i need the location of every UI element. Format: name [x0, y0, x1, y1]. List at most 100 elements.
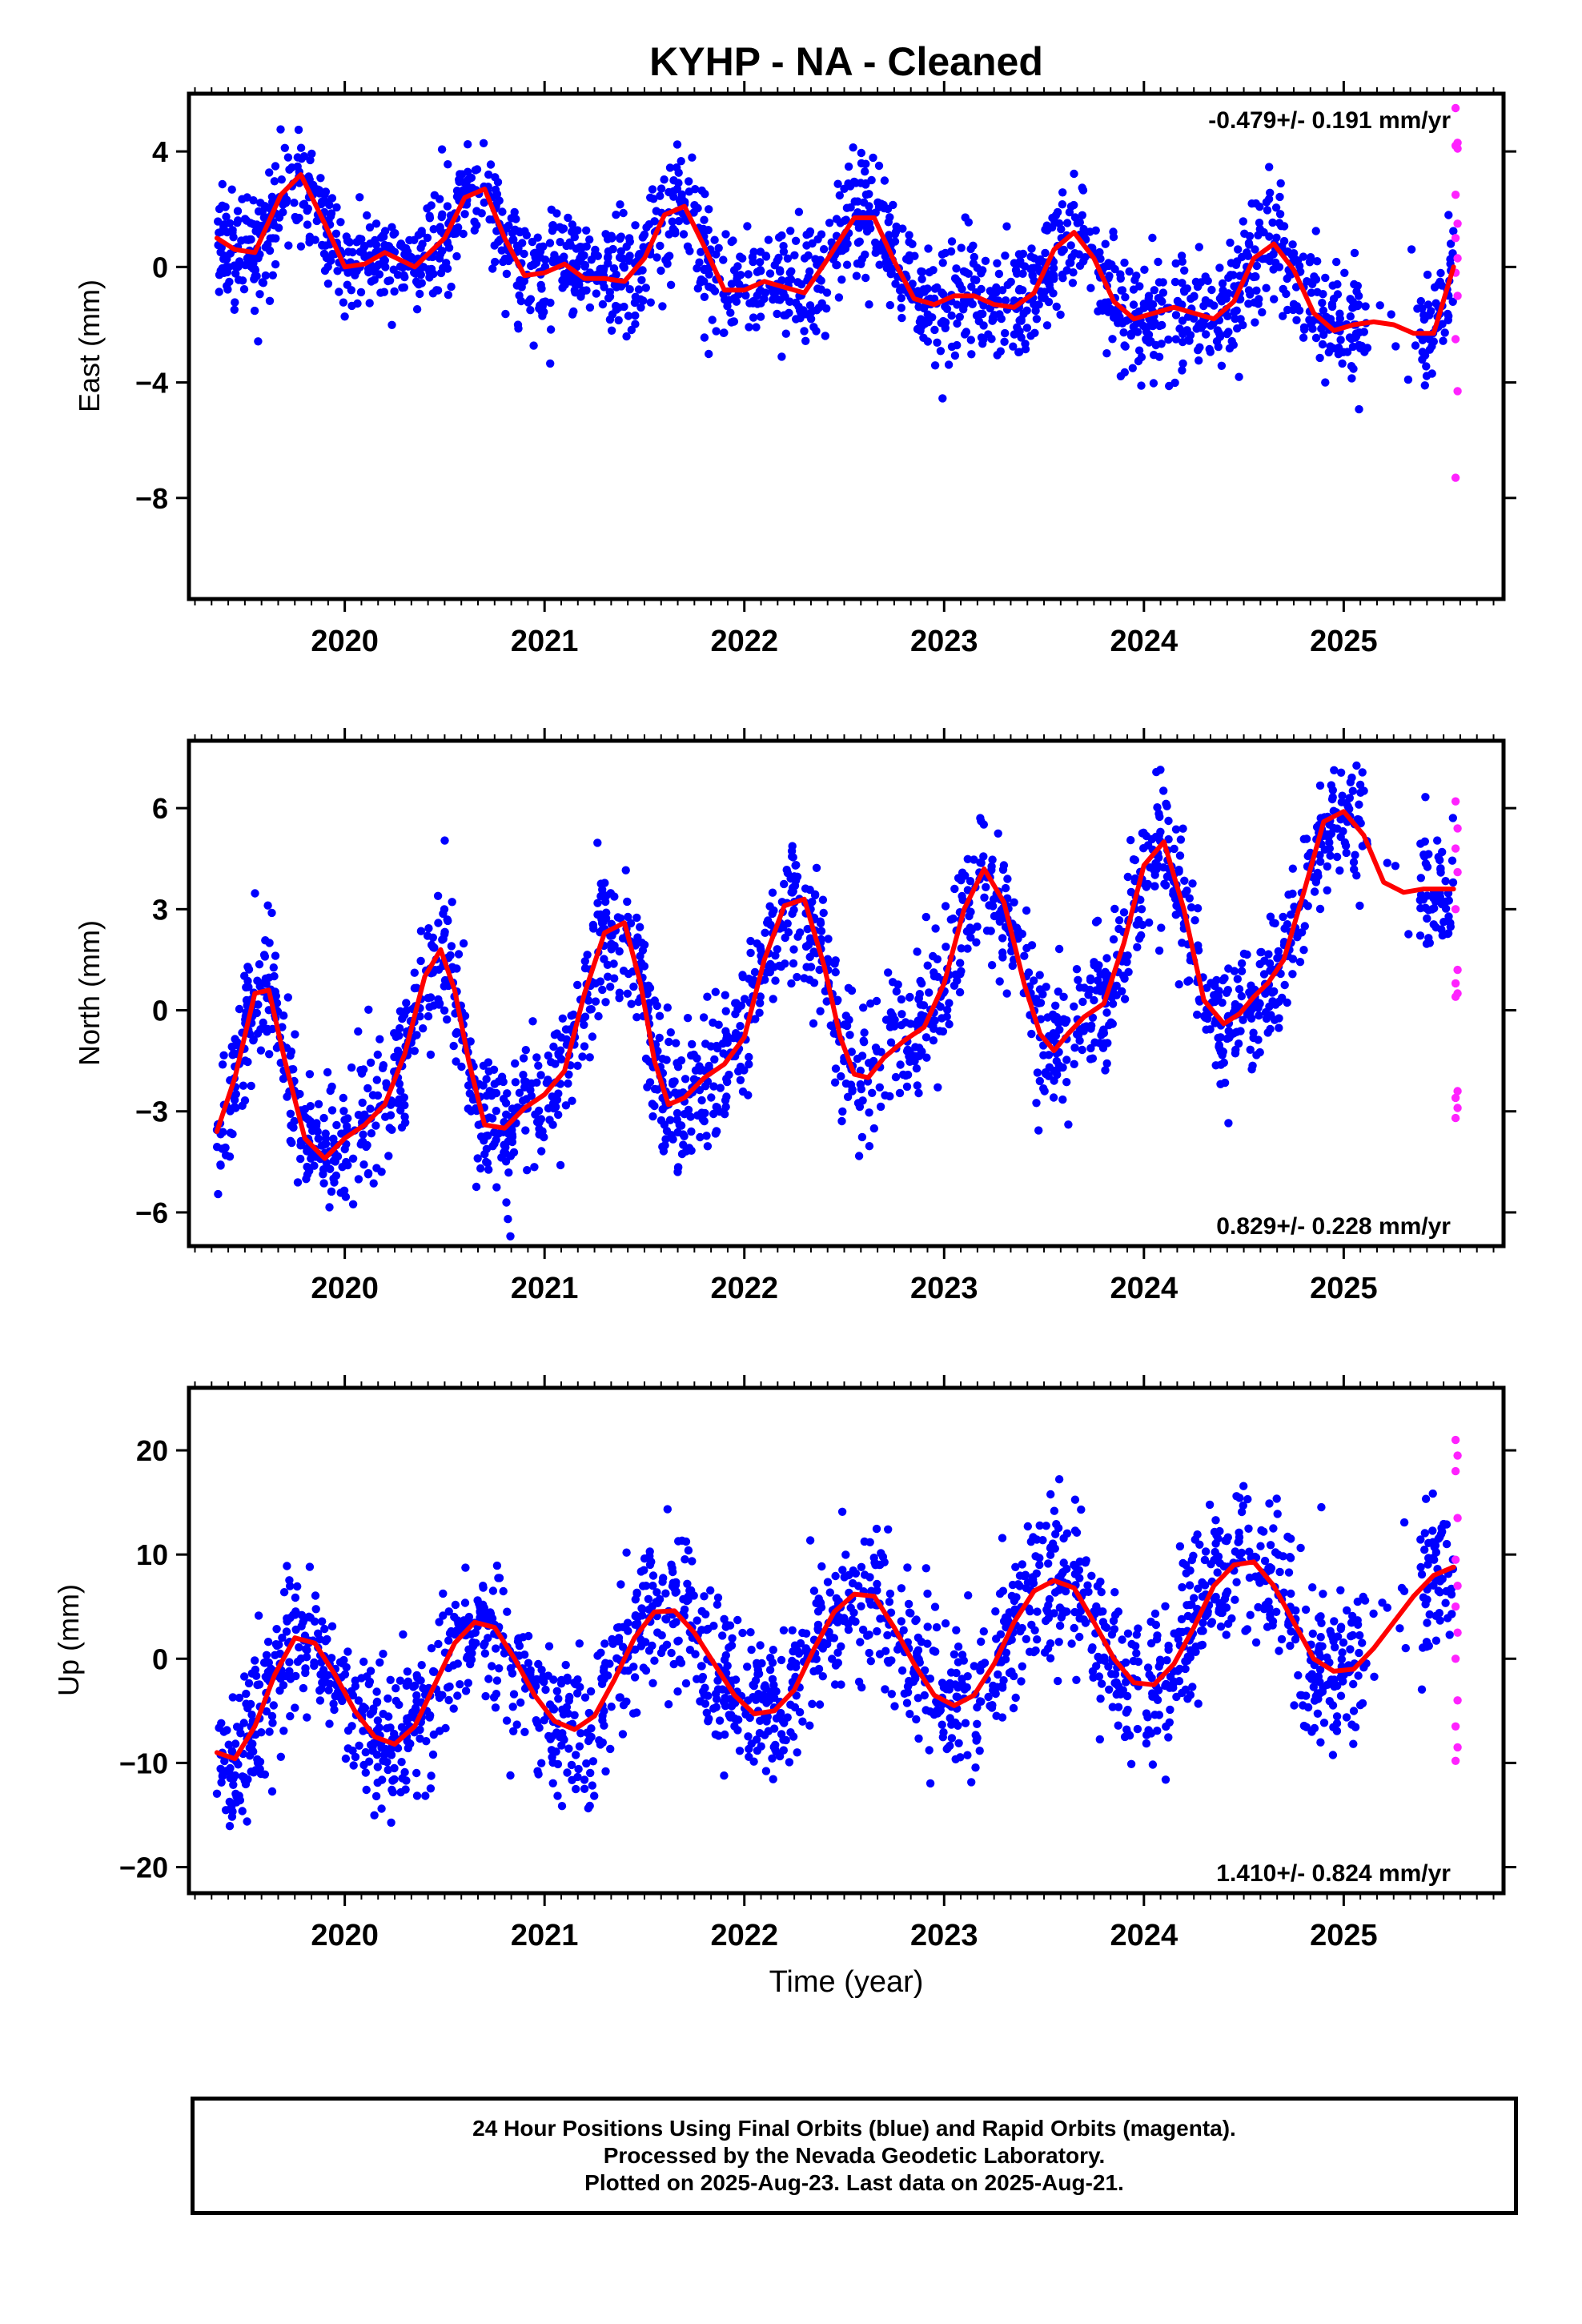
north-final-point	[876, 1102, 885, 1112]
north-final-point	[319, 1170, 327, 1179]
north-final-point	[1035, 971, 1044, 979]
north-final-point	[241, 1056, 250, 1065]
east-final-point	[444, 243, 454, 252]
east-final-point	[952, 264, 961, 273]
east-final-point	[790, 251, 799, 259]
east-final-point	[1345, 333, 1355, 342]
north-final-point	[623, 989, 632, 999]
north-final-point	[803, 924, 812, 934]
north-final-point	[1086, 1055, 1095, 1063]
north-final-point	[982, 883, 990, 892]
up-final-point	[805, 1536, 815, 1545]
east-final-point	[688, 153, 697, 162]
north-final-point	[523, 1166, 532, 1175]
east-final-point	[761, 252, 771, 261]
north-final-point	[256, 1025, 265, 1034]
east-final-point	[865, 300, 873, 309]
north-final-point	[366, 1058, 375, 1068]
north-final-point	[1320, 845, 1330, 854]
north-final-point	[484, 1067, 493, 1076]
east-final-point	[838, 246, 847, 255]
north-final-point	[1216, 1033, 1225, 1042]
up-final-point	[1097, 1679, 1106, 1688]
up-final-point	[570, 1711, 579, 1719]
north-final-point	[844, 983, 853, 993]
north-final-point	[1157, 923, 1166, 932]
east-final-point	[1075, 261, 1085, 270]
north-final-point	[1072, 965, 1082, 974]
east-final-point	[1311, 227, 1320, 235]
up-final-point	[718, 1631, 727, 1640]
east-final-point	[1069, 268, 1078, 277]
up-final-point	[1399, 1518, 1409, 1527]
north-final-point	[1256, 947, 1265, 957]
east-final-point	[516, 227, 524, 237]
east-final-point	[1049, 289, 1058, 298]
east-final-point	[798, 310, 807, 320]
north-final-point	[853, 1055, 862, 1063]
north-final-point	[466, 1037, 475, 1046]
up-final-point	[860, 1570, 869, 1579]
north-final-point	[1164, 816, 1173, 826]
north-final-point	[1146, 863, 1154, 872]
north-final-point	[319, 1113, 328, 1123]
north-final-point	[891, 1072, 901, 1082]
north-final-point	[662, 1055, 671, 1064]
north-final-point	[296, 1141, 305, 1150]
north-final-point	[327, 1082, 336, 1092]
north-final-point	[650, 1084, 660, 1094]
north-final-point	[527, 1079, 536, 1088]
east-final-point	[1422, 362, 1431, 371]
east-final-point	[1349, 364, 1358, 373]
north-final-point	[518, 1096, 528, 1105]
east-final-point	[1321, 273, 1330, 283]
north-final-point	[372, 1164, 381, 1172]
east-final-point	[215, 204, 224, 214]
east-final-point	[1239, 320, 1247, 330]
north-final-point	[1188, 879, 1197, 888]
up-final-point	[343, 1726, 353, 1735]
east-final-point	[962, 328, 971, 336]
east-final-point	[1308, 324, 1317, 333]
north-final-point	[536, 1071, 545, 1080]
north-final-point	[689, 1051, 698, 1060]
east-y-axis: 40−4−8	[135, 135, 1516, 515]
east-final-point	[316, 174, 325, 183]
north-final-point	[1342, 798, 1351, 808]
north-final-point	[359, 1130, 367, 1139]
east-final-point	[1262, 283, 1271, 292]
east-final-point	[248, 219, 258, 228]
up-final-point	[1011, 1562, 1020, 1572]
north-final-point	[362, 1142, 371, 1152]
north-final-point	[1233, 975, 1243, 983]
east-final-point	[801, 336, 810, 345]
east-final-point	[819, 245, 829, 254]
north-final-point	[400, 1100, 409, 1110]
north-final-point	[1108, 999, 1118, 1008]
east-final-point	[793, 278, 802, 287]
east-final-point	[1070, 249, 1079, 258]
east-final-point	[825, 219, 834, 227]
east-final-point	[306, 155, 315, 165]
up-final-point	[920, 1691, 930, 1700]
north-final-point	[789, 945, 798, 954]
north-final-point	[970, 855, 978, 864]
north-final-point	[1099, 1025, 1108, 1034]
east-final-point	[785, 268, 794, 277]
north-final-point	[1174, 866, 1183, 875]
east-final-point	[320, 191, 329, 199]
east-final-point	[327, 209, 336, 218]
north-final-point	[534, 1106, 544, 1116]
east-final-point	[1182, 284, 1192, 293]
north-final-point	[1274, 947, 1283, 956]
east-final-point	[887, 268, 896, 277]
east-final-point	[1232, 306, 1241, 315]
north-final-point	[1293, 933, 1302, 942]
east-final-point	[665, 163, 675, 172]
east-final-point	[1171, 311, 1181, 320]
north-final-point	[530, 1163, 539, 1172]
east-ytick-label: 4	[152, 135, 168, 168]
east-final-point	[710, 287, 720, 296]
north-final-point	[1219, 1058, 1229, 1068]
north-final-point	[746, 948, 755, 958]
